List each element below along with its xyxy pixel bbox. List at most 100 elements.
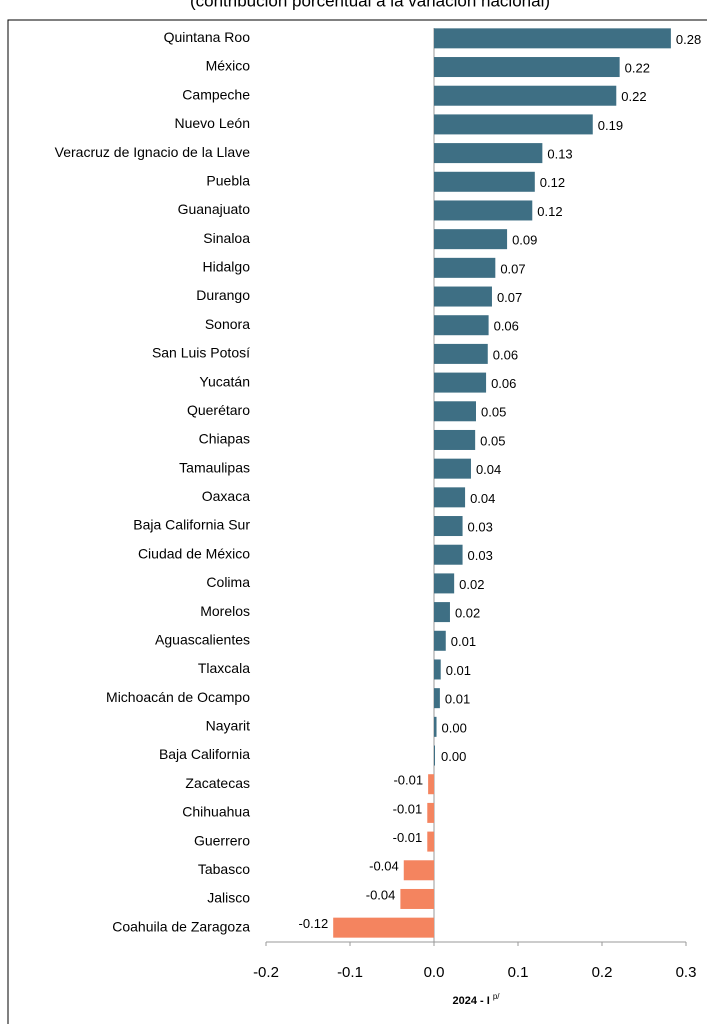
x-tick-label: 0.1 <box>508 964 529 981</box>
x-tick-label: 0.2 <box>592 964 613 981</box>
x-axis-label-sup: p/ <box>493 992 500 1001</box>
value-label: -0.01 <box>393 801 423 816</box>
y-tick-label: Sinaloa <box>203 230 250 246</box>
bar <box>434 343 488 364</box>
bar <box>434 401 476 422</box>
y-tick-label: Zacatecas <box>185 775 250 791</box>
value-label: 0.01 <box>446 663 471 678</box>
value-label: 0.07 <box>497 290 522 305</box>
value-label: 0.19 <box>598 118 623 133</box>
value-label: 0.09 <box>512 233 537 248</box>
value-label: 0.02 <box>455 606 480 621</box>
y-tick-label: Yucatán <box>199 373 250 389</box>
y-tick-label: Nuevo León <box>174 115 250 131</box>
y-tick-label: Tabasco <box>198 861 250 877</box>
y-tick-label: Oaxaca <box>202 488 250 504</box>
bar <box>434 716 437 737</box>
value-label: -0.12 <box>299 916 329 931</box>
value-label: 0.12 <box>537 204 562 219</box>
y-tick-label: Hidalgo <box>203 259 251 275</box>
bar <box>434 429 476 450</box>
y-tick-label: Tamaulipas <box>179 459 250 475</box>
value-label: 0.07 <box>500 261 525 276</box>
value-label: 0.00 <box>441 749 466 764</box>
y-tick-label: Nayarit <box>206 718 250 734</box>
x-tick-label: 0.0 <box>424 964 445 981</box>
value-label: -0.04 <box>369 859 399 874</box>
bar <box>434 688 440 709</box>
frame <box>7 19 707 1024</box>
value-label: 0.02 <box>459 577 484 592</box>
bar <box>434 630 446 651</box>
x-tick-label: -0.1 <box>337 964 363 981</box>
bar <box>434 229 508 250</box>
bar <box>434 315 489 336</box>
y-tick-label: Guanajuato <box>178 201 251 217</box>
y-tick-label: Guerrero <box>194 832 250 848</box>
bar <box>434 573 455 594</box>
y-tick-label: México <box>206 58 251 74</box>
value-label: 0.06 <box>494 319 519 334</box>
y-tick-label: Sonora <box>205 316 250 332</box>
y-tick-label: Chihuahua <box>182 804 250 820</box>
bar <box>434 745 435 766</box>
y-tick-label: Querétaro <box>187 402 250 418</box>
value-label: -0.01 <box>393 773 423 788</box>
bar <box>434 286 492 307</box>
y-tick-label: Quintana Roo <box>164 29 251 45</box>
bar <box>434 57 620 78</box>
bar <box>434 28 671 49</box>
bar <box>434 257 496 278</box>
y-tick-label: Baja California <box>159 746 250 762</box>
y-tick-label: Jalisco <box>207 890 250 906</box>
bar <box>434 200 533 221</box>
bar <box>434 143 543 164</box>
value-label: 0.04 <box>470 491 495 506</box>
bar <box>434 372 487 393</box>
bar <box>434 487 466 508</box>
y-tick-label: Coahuila de Zaragoza <box>112 918 250 934</box>
value-label: 0.01 <box>445 692 470 707</box>
x-tick-label: 0.3 <box>676 964 697 981</box>
bar <box>434 516 463 537</box>
value-label: -0.01 <box>393 830 423 845</box>
bar <box>427 831 434 852</box>
value-label: 0.03 <box>468 548 493 563</box>
value-label: 0.03 <box>468 519 493 534</box>
bar <box>403 860 434 881</box>
bar <box>434 659 441 680</box>
bar <box>434 602 450 623</box>
value-label: 0.28 <box>676 32 701 47</box>
bar <box>434 85 617 106</box>
y-tick-label: Tlaxcala <box>198 660 250 676</box>
x-tick-label: -0.2 <box>253 964 279 981</box>
value-label: 0.13 <box>547 147 572 162</box>
x-axis-label: 2024 - I p/ <box>452 992 500 1007</box>
y-tick-label: Campeche <box>182 86 250 102</box>
y-tick-label: Morelos <box>200 603 250 619</box>
y-tick-label: Ciudad de México <box>138 545 250 561</box>
y-tick-label: Puebla <box>206 172 250 188</box>
value-label: 0.22 <box>625 60 650 75</box>
x-axis-label-main: 2024 - I <box>452 995 489 1007</box>
value-label: 0.05 <box>481 405 506 420</box>
value-label: 0.06 <box>493 347 518 362</box>
bar <box>434 114 593 135</box>
y-tick-label: Michoacán de Ocampo <box>106 689 250 705</box>
bar <box>428 774 434 795</box>
y-tick-label: Baja California Sur <box>133 517 250 533</box>
value-label: 0.06 <box>491 376 516 391</box>
value-label: 0.22 <box>621 89 646 104</box>
bar <box>427 802 434 823</box>
y-tick-label: Veracruz de Ignacio de la Llave <box>55 144 251 160</box>
value-label: 0.12 <box>540 175 565 190</box>
value-label: 0.01 <box>451 634 476 649</box>
bar <box>434 458 471 479</box>
y-tick-label: Aguascalientes <box>155 631 250 647</box>
value-label: 0.04 <box>476 462 501 477</box>
y-tick-label: Chiapas <box>199 431 250 447</box>
y-tick-label: Colima <box>206 574 250 590</box>
bar <box>434 544 463 565</box>
